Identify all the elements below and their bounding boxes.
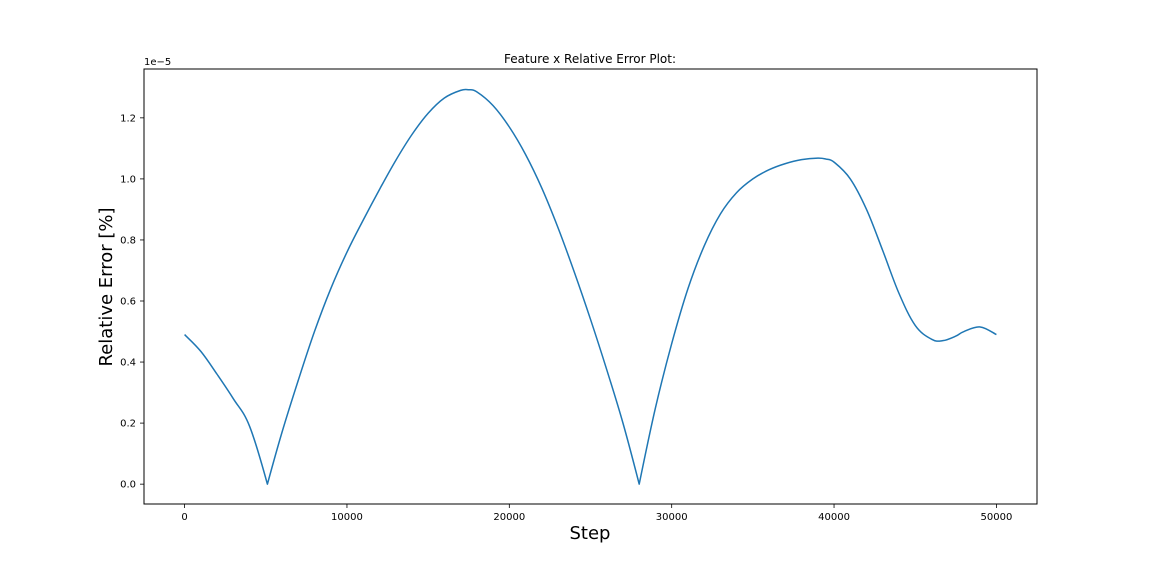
x-tick-label: 30000 xyxy=(656,512,688,523)
x-tick-label: 10000 xyxy=(331,512,363,523)
x-axis-ticks: 0 10000 20000 30000 40000 50000 xyxy=(181,504,1012,523)
x-tick-label: 40000 xyxy=(818,512,850,523)
chart-title: Feature x Relative Error Plot: xyxy=(504,52,676,66)
y-axis-label: Relative Error [%] xyxy=(96,207,117,366)
x-tick-label: 20000 xyxy=(493,512,525,523)
y-offset-label: 1e−5 xyxy=(144,57,171,68)
y-tick-label: 0.8 xyxy=(120,235,136,246)
y-tick-label: 0.0 xyxy=(120,480,136,491)
y-tick-label: 0.6 xyxy=(120,297,136,308)
y-tick-label: 0.2 xyxy=(120,419,136,430)
plot-frame xyxy=(143,68,1038,505)
y-tick-label: 1.0 xyxy=(120,174,136,185)
y-tick-label: 0.4 xyxy=(120,358,136,369)
plot-background xyxy=(144,69,1037,504)
x-axis-label: Step xyxy=(570,523,611,544)
y-axis-ticks: 0.0 0.2 0.4 0.6 0.8 1.0 1.2 xyxy=(120,113,144,491)
x-tick-label: 0 xyxy=(181,512,187,523)
x-tick-label: 50000 xyxy=(981,512,1013,523)
y-tick-label: 1.2 xyxy=(120,113,136,124)
series-line xyxy=(184,88,997,485)
